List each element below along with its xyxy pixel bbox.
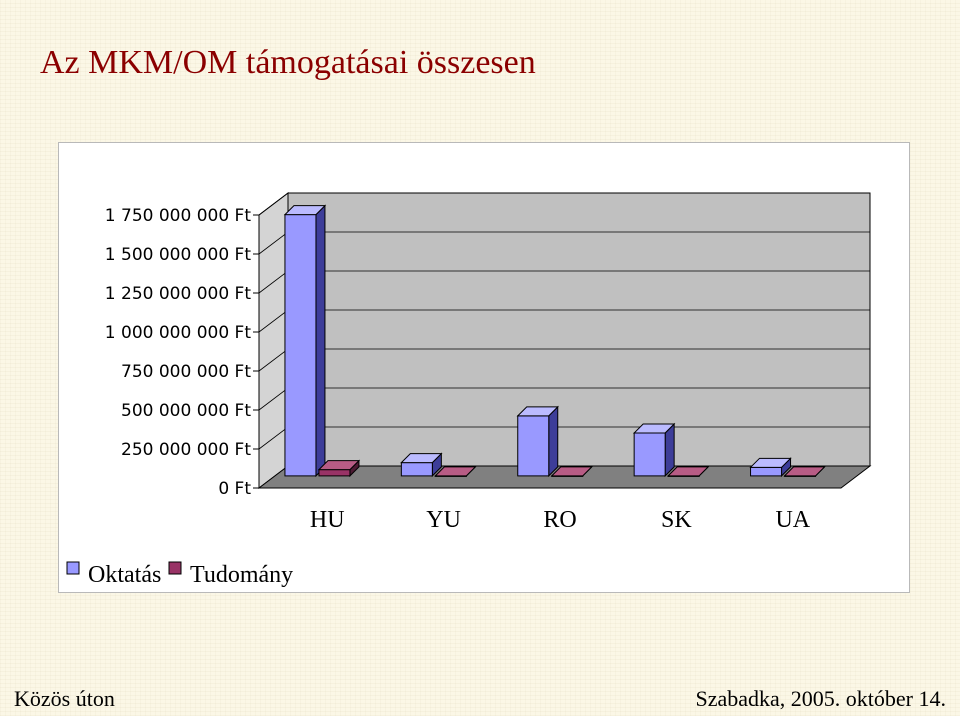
y-tick-label: 750 000 000 Ft xyxy=(121,362,251,382)
gridline xyxy=(258,192,870,216)
bar xyxy=(284,214,317,477)
y-tick-label: 250 000 000 Ft xyxy=(121,440,251,460)
x-tick-label: UA xyxy=(775,507,810,533)
chart-side-wall xyxy=(258,191,289,490)
legend-label: Tudomány xyxy=(190,562,293,588)
chart-area: 0 Ft 250 000 000 Ft 500 000 000 Ft 750 000 … xyxy=(58,142,910,593)
bar xyxy=(517,415,550,477)
bar-chart: 0 Ft 250 000 000 Ft 500 000 000 Ft 750 000 … xyxy=(66,191,872,588)
bar-top xyxy=(317,460,361,471)
bar-side xyxy=(548,405,559,478)
chart-back-wall xyxy=(287,192,871,467)
bar-top xyxy=(749,457,792,468)
bar-top xyxy=(666,466,710,477)
bar xyxy=(318,469,351,477)
y-tick-label: 1 500 000 000 Ft xyxy=(105,245,252,265)
footer-date-text: Szabadka, 2005. október 14. xyxy=(695,686,947,711)
bar-top xyxy=(550,466,593,477)
x-tick-label: YU xyxy=(426,507,461,533)
y-tick-label: 1 750 000 000 Ft xyxy=(105,206,252,226)
slide-title: Az MKM/OM támogatásai összesen xyxy=(40,44,536,81)
legend-swatch xyxy=(168,561,182,575)
bar-top xyxy=(516,406,559,417)
bar xyxy=(400,462,433,477)
x-tick-label: RO xyxy=(543,507,576,533)
y-tick-label: 500 000 000 Ft xyxy=(121,401,251,421)
y-tick-label: 1 250 000 000 Ft xyxy=(105,284,252,304)
bar xyxy=(633,432,666,477)
bar-top xyxy=(632,423,676,434)
bar-top xyxy=(783,466,826,477)
x-tick-label: SK xyxy=(661,507,692,533)
bar-top xyxy=(283,205,327,216)
bar-side xyxy=(315,204,326,478)
legend-label: Oktatás xyxy=(88,562,161,588)
y-tick-label: 0 Ft xyxy=(218,479,251,499)
legend-swatch xyxy=(66,561,80,575)
bar-top xyxy=(434,466,477,477)
y-tick-label: 1 000 000 000 Ft xyxy=(105,323,252,343)
bar-top xyxy=(400,453,443,464)
bar xyxy=(750,466,783,477)
footer-left-text: Közös úton xyxy=(14,686,115,711)
x-tick-label: HU xyxy=(310,507,345,533)
